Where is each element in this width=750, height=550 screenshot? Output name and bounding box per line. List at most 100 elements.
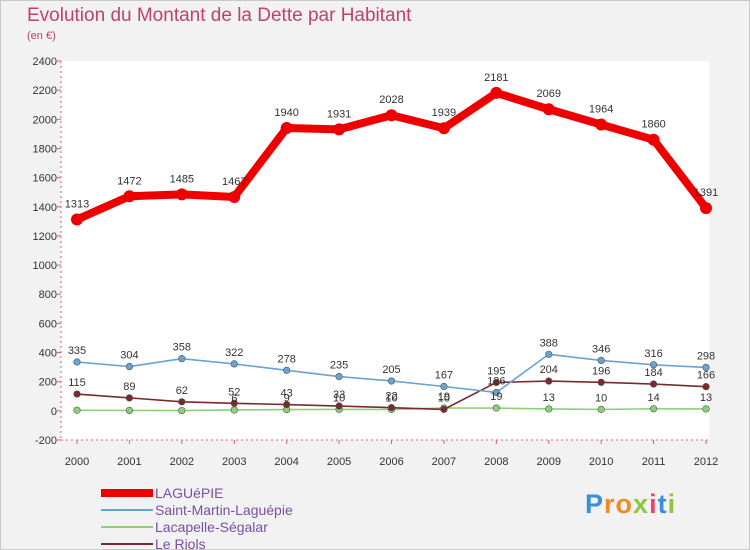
legend-swatch <box>101 509 153 511</box>
data-label-laguepie: 2069 <box>537 88 561 100</box>
data-point-saint-martin-laguepie <box>440 382 448 391</box>
data-label-le-riols: 43 <box>281 388 293 400</box>
data-point-le-riols <box>597 378 605 386</box>
data-point-laguepie <box>71 213 83 226</box>
data-point-le-riols <box>492 378 500 387</box>
data-label-lacapelle-segalar: 6 <box>231 393 237 405</box>
data-point-saint-martin-laguepie <box>597 356 605 365</box>
data-label-le-riols: 33 <box>333 389 345 401</box>
y-tick-label: 600 <box>39 318 57 330</box>
chart-subtitle: (en €) <box>27 30 56 42</box>
data-point-lacapelle-segalar <box>702 405 710 413</box>
data-label-saint-martin-laguepie: 335 <box>68 345 86 357</box>
x-tick-label: 2001 <box>117 456 141 468</box>
data-label-lacapelle-segalar: 13 <box>700 392 712 404</box>
data-point-le-riols <box>230 399 238 407</box>
data-point-saint-martin-laguepie <box>387 377 396 385</box>
data-label-saint-martin-laguepie: 235 <box>330 360 348 372</box>
data-label-saint-martin-laguepie: 358 <box>173 342 191 354</box>
data-point-saint-martin-laguepie <box>178 355 186 363</box>
data-point-le-riols <box>649 380 658 388</box>
data-label-laguepie: 1940 <box>274 107 298 119</box>
data-point-saint-martin-laguepie <box>545 350 553 358</box>
legend-swatch <box>101 526 153 528</box>
data-point-le-riols <box>335 402 343 410</box>
data-point-lacapelle-segalar <box>230 406 238 414</box>
data-point-le-riols <box>440 405 448 413</box>
data-point-laguepie <box>700 202 712 215</box>
data-label-saint-martin-laguepie: 278 <box>277 353 295 365</box>
y-tick-label: 0 <box>51 406 57 418</box>
data-label-le-riols: 22 <box>385 391 397 403</box>
data-label-saint-martin-laguepie: 388 <box>540 337 558 349</box>
data-point-laguepie <box>228 191 241 204</box>
x-tick-label: 2003 <box>222 456 246 468</box>
data-point-le-riols <box>387 404 396 412</box>
data-label-lacapelle-segalar: 9 <box>284 393 290 405</box>
y-tick-label: 400 <box>39 348 57 360</box>
data-label-lacapelle-segalar: 14 <box>647 392 659 404</box>
data-label-saint-martin-laguepie: 205 <box>382 364 400 376</box>
x-tick-label: 2010 <box>589 456 613 468</box>
data-label-laguepie: 1860 <box>641 119 665 131</box>
data-label-laguepie: 1964 <box>589 104 613 116</box>
x-tick-label: 2008 <box>484 456 508 468</box>
legend-swatch <box>101 489 153 497</box>
brand-letter: o <box>615 489 634 519</box>
data-point-saint-martin-laguepie <box>230 360 238 368</box>
data-point-le-riols <box>178 398 186 406</box>
data-label-le-riols: 184 <box>644 367 662 379</box>
x-tick-label: 2000 <box>65 456 89 468</box>
data-label-le-riols: 115 <box>68 377 86 389</box>
data-point-lacapelle-segalar <box>597 405 605 413</box>
data-label-saint-martin-laguepie: 316 <box>644 348 662 360</box>
data-label-saint-martin-laguepie: 126 <box>487 375 505 387</box>
data-point-laguepie <box>280 122 293 135</box>
data-point-laguepie <box>595 118 608 131</box>
x-tick-label: 2009 <box>537 456 561 468</box>
data-point-saint-martin-laguepie <box>73 358 81 366</box>
data-label-laguepie: 2181 <box>484 72 508 84</box>
data-label-saint-martin-laguepie: 304 <box>120 350 138 362</box>
data-label-laguepie: 1467 <box>222 176 246 188</box>
legend-label: Saint-Martin-Laguépie <box>155 502 293 518</box>
data-point-le-riols <box>73 390 81 398</box>
y-tick-label: -200 <box>35 435 57 447</box>
brand-letter: x <box>633 489 650 519</box>
legend-swatch <box>101 543 153 545</box>
x-tick-label: 2006 <box>379 456 403 468</box>
brand-letter: t <box>657 489 668 519</box>
y-tick-label: 2000 <box>33 114 57 126</box>
y-tick-label: 1600 <box>33 173 57 185</box>
brand-logo: Proxiti <box>585 489 676 520</box>
data-point-laguepie <box>333 123 346 136</box>
data-point-laguepie <box>385 109 398 122</box>
data-label-le-riols: 52 <box>228 386 240 398</box>
x-tick-label: 2004 <box>274 456 298 468</box>
data-point-le-riols <box>702 383 710 391</box>
data-label-lacapelle-segalar: 10 <box>385 392 397 404</box>
data-point-le-riols <box>125 394 134 402</box>
data-point-saint-martin-laguepie <box>283 366 291 374</box>
data-point-saint-martin-laguepie <box>492 388 500 397</box>
data-label-le-riols: 10 <box>438 392 450 404</box>
data-point-saint-martin-laguepie <box>702 363 710 372</box>
x-tick-label: 2011 <box>642 456 666 468</box>
y-tick-label: 800 <box>39 289 57 301</box>
y-tick-label: 2400 <box>33 56 57 68</box>
data-label-le-riols: 204 <box>540 364 558 376</box>
data-label-laguepie: 1472 <box>117 175 141 187</box>
data-label-laguepie: 1391 <box>694 187 718 199</box>
data-point-le-riols <box>283 400 291 409</box>
data-point-le-riols <box>545 377 553 385</box>
x-tick-label: 2012 <box>694 456 718 468</box>
data-label-saint-martin-laguepie: 322 <box>225 347 243 359</box>
data-label-le-riols: 196 <box>592 365 610 377</box>
legend-label: Lacapelle-Ségalar <box>155 519 268 535</box>
data-label-le-riols: 166 <box>697 370 715 382</box>
data-label-le-riols: 62 <box>176 385 188 397</box>
data-label-laguepie: 1485 <box>170 173 194 185</box>
data-point-laguepie <box>490 86 503 99</box>
